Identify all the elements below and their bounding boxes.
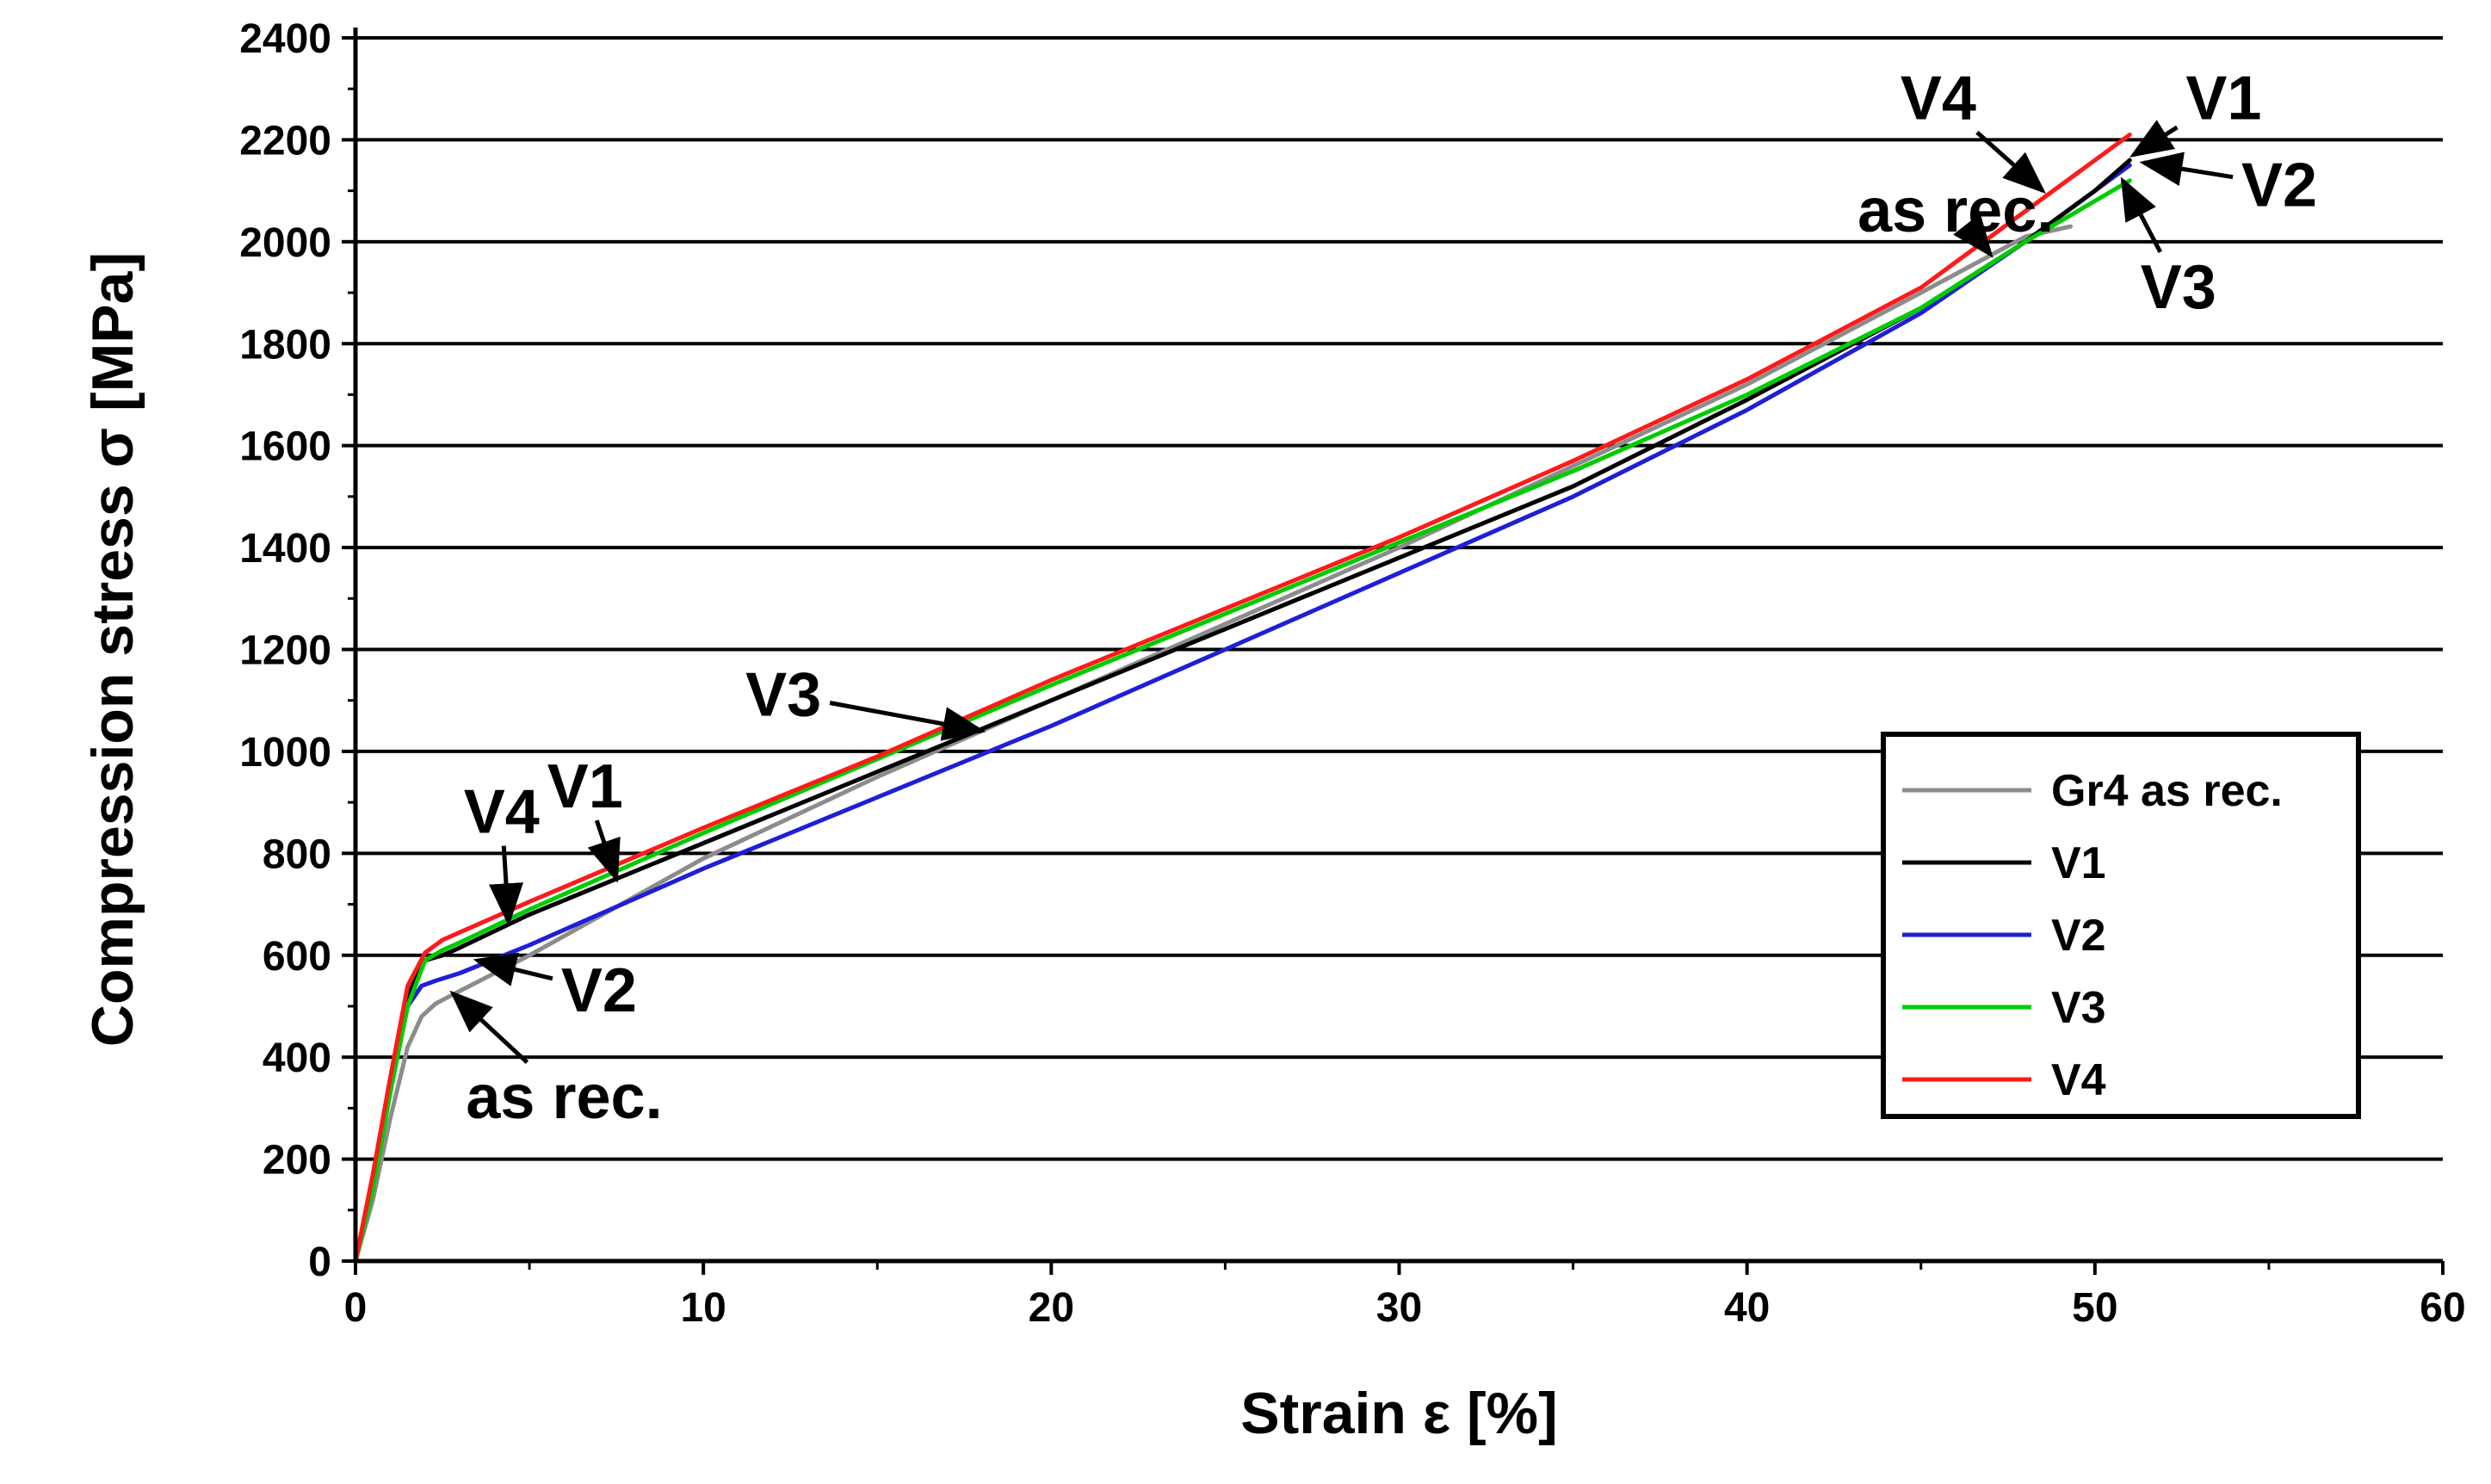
legend-label: Gr4 as rec. [2051, 766, 2283, 816]
legend-label: V1 [2051, 838, 2106, 888]
annotation-arrow [829, 701, 986, 741]
y-tick-label: 2400 [239, 16, 331, 62]
annotation-arrow [489, 845, 523, 927]
x-tick-label: 10 [680, 1285, 726, 1331]
series-line-v3 [353, 178, 2132, 1264]
y-tick-label: 1400 [239, 526, 331, 572]
annotation-arrow [2120, 176, 2163, 253]
annotation-label: as rec. [466, 1063, 662, 1132]
y-tick-label: 1800 [239, 322, 331, 368]
gridlines [355, 36, 2443, 1161]
legend-label: V3 [2051, 983, 2106, 1033]
y-tick-label: 600 [263, 934, 331, 980]
x-tick-label: 50 [2072, 1285, 2117, 1331]
x-axis-title: Strain ε [%] [1240, 1381, 1558, 1446]
y-tick-label: 1200 [239, 628, 331, 674]
annotation-label: V2 [2241, 151, 2317, 220]
series-line-gr4-as-rec- [353, 224, 2073, 1264]
legend: Gr4 as rec. V1 V2 V3 V4 [1881, 732, 2361, 1119]
y-tick-label: 2200 [239, 118, 331, 164]
y-tick-label: 400 [263, 1036, 331, 1081]
y-tick-label: 1000 [239, 730, 331, 776]
annotation-label: V2 [561, 956, 637, 1025]
series-line-v4 [353, 133, 2132, 1264]
annotation-label: V3 [2141, 253, 2216, 322]
annotation-arrow [449, 990, 529, 1065]
y-tick-label: 1600 [239, 424, 331, 470]
x-tick-label: 60 [2420, 1285, 2465, 1331]
annotation-arrow [587, 819, 621, 883]
annotation-label: V4 [1901, 65, 1976, 133]
annotation-label: V4 [464, 778, 540, 847]
x-tick-label: 30 [1376, 1285, 1422, 1331]
x-tick-label: 0 [344, 1285, 368, 1331]
data-series [353, 133, 2132, 1264]
annotation-arrow [2139, 151, 2234, 186]
legend-box [1881, 732, 2361, 1119]
legend-label: V2 [2051, 911, 2106, 961]
x-tick-label: 40 [1724, 1285, 1770, 1331]
y-tick-label: 800 [263, 832, 331, 877]
annotation-arrow [2129, 120, 2179, 158]
y-axis-title: Compression stress σ [MPa] [80, 252, 145, 1047]
annotation-arrow [473, 952, 553, 986]
annotation-label: V3 [745, 660, 821, 729]
annotation-label: V1 [2185, 65, 2261, 133]
annotation-label: as rec. [1857, 176, 2054, 245]
x-tick-label: 20 [1029, 1285, 1074, 1331]
y-tick-label: 200 [263, 1138, 331, 1184]
y-tick-label: 2000 [239, 220, 331, 266]
annotation-arrow [1953, 213, 1993, 258]
annotation-label: V1 [547, 752, 623, 821]
ticks: 0200400600800100012001400160018002000220… [239, 16, 2465, 1331]
y-tick-label: 0 [308, 1240, 331, 1285]
legend-label: V4 [2051, 1055, 2106, 1105]
annotation-arrow [1975, 130, 2046, 194]
